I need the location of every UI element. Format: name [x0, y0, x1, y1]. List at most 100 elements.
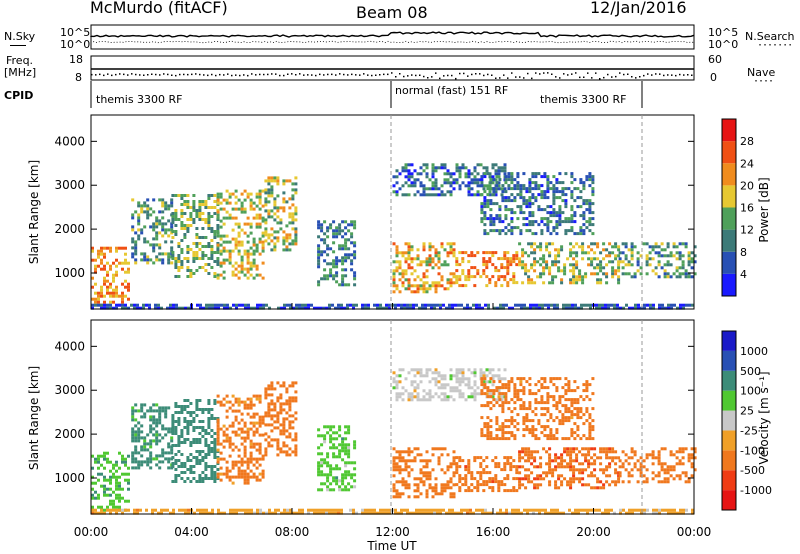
power-cell-5: [338, 244, 342, 248]
velocity-cell-4: [282, 381, 286, 385]
velocity-cell-9: [518, 477, 522, 481]
velocity-cell-2: [204, 468, 208, 471]
power-cell-2: [201, 251, 205, 254]
power-cell-5: [350, 259, 354, 263]
velocity-cell-12: [403, 508, 406, 512]
power-cell-10: [630, 254, 634, 258]
power-cell-9: [575, 251, 579, 255]
velocity-cell-3: [219, 400, 223, 404]
power-cell-12: [289, 303, 292, 307]
velocity-cell-3: [219, 403, 223, 407]
velocity-cell-4: [282, 429, 286, 433]
velocity-cell-7: [401, 398, 405, 402]
power-cell-10: [666, 260, 670, 264]
velocity-cell-9: [542, 477, 546, 481]
velocity-cell-5: [338, 443, 342, 447]
velocity-cell-0: [109, 502, 112, 506]
power-cell-4: [267, 242, 271, 246]
velocity-cell-5: [323, 440, 327, 444]
power-cell-11: [552, 175, 556, 179]
power-cell-2: [204, 263, 208, 266]
velocity-cell-6: [419, 480, 423, 484]
nave-dot: [299, 73, 301, 75]
velocity-cell-3: [255, 412, 259, 416]
power-cell-11: [567, 229, 571, 233]
velocity-cell-1: [167, 427, 171, 431]
power-cell-10: [669, 275, 673, 279]
power-cell-11: [588, 199, 592, 203]
velocity-cell-11: [486, 404, 490, 408]
velocity-cell-2: [213, 444, 217, 447]
power-cell-10: [651, 245, 655, 249]
velocity-cell-12: [418, 511, 421, 515]
velocity-cell-5: [320, 458, 324, 462]
power-cell-10: [645, 260, 649, 264]
velocity-cell-5: [344, 443, 348, 447]
velocity-cell-7: [452, 374, 456, 378]
power-cell-11: [507, 199, 511, 203]
power-cell-11: [486, 187, 490, 191]
power-cell-4: [279, 221, 283, 225]
velocity-cell-2: [201, 429, 205, 432]
power-cell-9: [611, 260, 615, 264]
velocity-cell-0: [109, 475, 112, 479]
nave-dot: [439, 77, 441, 80]
velocity-cell-7: [458, 377, 462, 381]
velocity-cell-7: [464, 398, 468, 402]
velocity-cell-1: [158, 454, 162, 458]
power-cell-11: [543, 208, 547, 212]
velocity-cell-1: [131, 439, 135, 443]
velocity-cell-12: [652, 508, 655, 512]
power-cell-4: [267, 191, 271, 195]
power-cell-3: [225, 216, 229, 220]
velocity-colorbar-segment: [722, 331, 736, 351]
power-cell-1: [158, 210, 162, 214]
power-cell-1: [161, 210, 165, 214]
power-cell-12: [523, 306, 526, 310]
power-cell-11: [588, 208, 592, 212]
velocity-cell-12: [535, 508, 538, 512]
power-cell-2: [174, 275, 178, 278]
power-cell-11: [522, 202, 526, 206]
power-cell-9: [554, 248, 558, 252]
velocity-cell-11: [501, 437, 505, 441]
power-cell-5: [317, 256, 321, 260]
velocity-cell-11: [573, 380, 577, 384]
power-cell-5: [320, 250, 324, 254]
velocity-cell-9: [518, 456, 522, 460]
power-cell-6: [404, 272, 408, 276]
power-cell-0: [100, 267, 103, 271]
velocity-cell-10: [666, 471, 670, 475]
power-cell-9: [533, 242, 537, 246]
velocity-cell-10: [678, 447, 682, 451]
power-cell-11: [543, 175, 547, 179]
power-cell-11: [567, 220, 571, 224]
velocity-colorbar-segment: [722, 450, 736, 471]
velocity-cell-11: [528, 389, 532, 393]
velocity-cell-3: [252, 475, 256, 479]
velocity-cell-5: [326, 425, 330, 429]
velocity-cell-8: [506, 456, 510, 460]
power-cell-10: [666, 275, 670, 279]
power-cell-4: [285, 224, 289, 228]
power-cell-9: [563, 263, 567, 267]
power-cell-4: [270, 176, 274, 180]
power-cell-4: [285, 245, 289, 249]
velocity-cell-6: [449, 480, 453, 484]
power-cell-3: [243, 210, 247, 214]
velocity-cell-1: [137, 433, 141, 437]
power-cell-11: [531, 220, 535, 224]
power-cell-1: [131, 255, 135, 259]
power-cell-4: [282, 179, 286, 183]
power-cell-7: [446, 181, 450, 185]
power-cell-11: [510, 178, 514, 182]
velocity-cell-3: [255, 427, 259, 431]
power-cell-12: [217, 303, 220, 307]
velocity-cell-11: [501, 422, 505, 426]
power-cell-11: [507, 229, 511, 233]
power-cell-12: [235, 303, 238, 307]
power-cell-5: [344, 268, 348, 272]
velocity-cell-4: [270, 408, 274, 412]
velocity-cell-4: [270, 423, 274, 427]
velocity-cell-9: [602, 483, 606, 487]
